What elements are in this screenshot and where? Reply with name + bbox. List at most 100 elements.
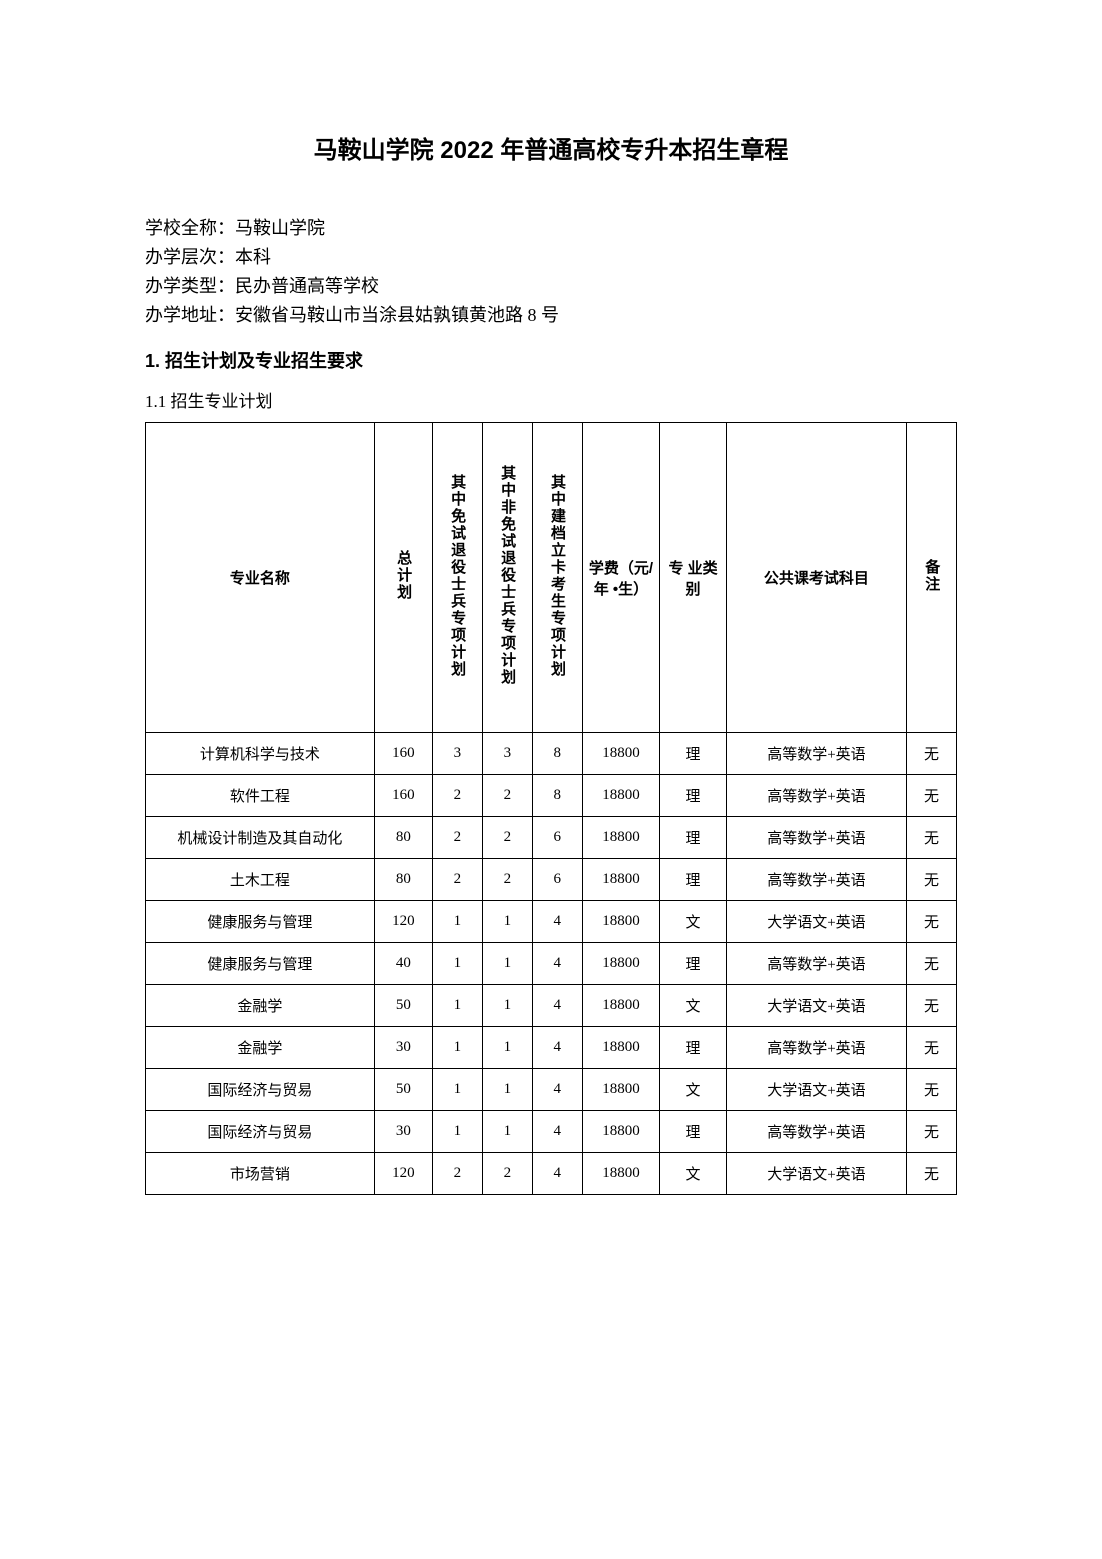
table-cell: 金融学: [146, 985, 375, 1027]
table-row: 健康服务与管理4011418800理高等数学+英语无: [146, 943, 957, 985]
type-value: 民办普通高等学校: [235, 276, 379, 296]
table-cell: 无: [907, 859, 957, 901]
table-cell: 高等数学+英语: [726, 775, 906, 817]
table-cell: 高等数学+英语: [726, 943, 906, 985]
table-cell: 3: [482, 733, 532, 775]
col-header-total-text: 总计划: [394, 550, 414, 601]
table-cell: 4: [532, 985, 582, 1027]
table-cell: 2: [432, 817, 482, 859]
table-cell: 30: [374, 1111, 432, 1153]
admissions-table: 专业名称 总计划 其中免试退役士兵专项计划 其中非免试退役士兵专项计划 其中建档…: [145, 422, 957, 1195]
table-cell: 理: [660, 943, 727, 985]
section-1-heading: 1. 招生计划及专业招生要求: [145, 347, 957, 373]
table-cell: 2: [482, 859, 532, 901]
table-row: 国际经济与贸易3011418800理高等数学+英语无: [146, 1111, 957, 1153]
table-row: 金融学5011418800文大学语文+英语无: [146, 985, 957, 1027]
table-cell: 无: [907, 943, 957, 985]
col-header-category: 专 业类别: [660, 423, 727, 733]
table-cell: 50: [374, 1069, 432, 1111]
table-row: 计算机科学与技术16033818800理高等数学+英语无: [146, 733, 957, 775]
table-row: 国际经济与贸易5011418800文大学语文+英语无: [146, 1069, 957, 1111]
table-cell: 高等数学+英语: [726, 859, 906, 901]
table-cell: 大学语文+英语: [726, 1153, 906, 1195]
table-cell: 4: [532, 943, 582, 985]
page-title: 马鞍山学院 2022 年普通高校专升本招生章程: [145, 130, 957, 165]
table-cell: 120: [374, 901, 432, 943]
table-cell: 无: [907, 775, 957, 817]
table-cell: 8: [532, 733, 582, 775]
col-header-nonexempt-veteran: 其中非免试退役士兵专项计划: [482, 423, 532, 733]
level-label: 办学层次：: [145, 247, 235, 267]
col-header-exempt-veteran-text: 其中免试退役士兵专项计划: [448, 474, 468, 678]
table-cell: 2: [482, 775, 532, 817]
table-cell: 4: [532, 1153, 582, 1195]
table-cell: 理: [660, 1111, 727, 1153]
table-cell: 6: [532, 859, 582, 901]
table-cell: 18800: [582, 943, 660, 985]
table-cell: 1: [482, 1069, 532, 1111]
table-cell: 18800: [582, 859, 660, 901]
table-cell: 18800: [582, 1069, 660, 1111]
table-cell: 大学语文+英语: [726, 901, 906, 943]
table-cell: 1: [432, 943, 482, 985]
table-cell: 文: [660, 1069, 727, 1111]
table-row: 金融学3011418800理高等数学+英语无: [146, 1027, 957, 1069]
table-cell: 国际经济与贸易: [146, 1069, 375, 1111]
table-cell: 无: [907, 1027, 957, 1069]
table-cell: 文: [660, 985, 727, 1027]
table-cell: 160: [374, 775, 432, 817]
table-cell: 国际经济与贸易: [146, 1111, 375, 1153]
table-cell: 计算机科学与技术: [146, 733, 375, 775]
table-cell: 1: [482, 943, 532, 985]
table-cell: 无: [907, 985, 957, 1027]
table-cell: 无: [907, 901, 957, 943]
table-cell: 80: [374, 859, 432, 901]
table-cell: 1: [482, 901, 532, 943]
table-cell: 4: [532, 901, 582, 943]
table-cell: 理: [660, 859, 727, 901]
table-cell: 18800: [582, 1153, 660, 1195]
table-cell: 18800: [582, 733, 660, 775]
table-cell: 高等数学+英语: [726, 1111, 906, 1153]
table-cell: 机械设计制造及其自动化: [146, 817, 375, 859]
table-cell: 大学语文+英语: [726, 985, 906, 1027]
table-row: 健康服务与管理12011418800文大学语文+英语无: [146, 901, 957, 943]
table-cell: 1: [482, 1111, 532, 1153]
table-body: 计算机科学与技术16033818800理高等数学+英语无软件工程16022818…: [146, 733, 957, 1195]
table-cell: 文: [660, 1153, 727, 1195]
table-header-row: 专业名称 总计划 其中免试退役士兵专项计划 其中非免试退役士兵专项计划 其中建档…: [146, 423, 957, 733]
table-cell: 4: [532, 1027, 582, 1069]
address-label: 办学地址：: [145, 305, 235, 325]
table-cell: 无: [907, 1111, 957, 1153]
school-name-label: 学校全称：: [145, 218, 235, 238]
table-cell: 3: [432, 733, 482, 775]
col-header-note-text: 备注: [922, 559, 942, 593]
table-cell: 无: [907, 733, 957, 775]
col-header-major: 专业名称: [146, 423, 375, 733]
table-cell: 大学语文+英语: [726, 1069, 906, 1111]
table-cell: 健康服务与管理: [146, 943, 375, 985]
table-cell: 2: [432, 859, 482, 901]
table-cell: 1: [482, 985, 532, 1027]
col-header-fee: 学费（元/年 •生）: [582, 423, 660, 733]
col-header-total: 总计划: [374, 423, 432, 733]
table-cell: 50: [374, 985, 432, 1027]
table-cell: 80: [374, 817, 432, 859]
table-cell: 4: [532, 1069, 582, 1111]
table-row: 市场营销12022418800文大学语文+英语无: [146, 1153, 957, 1195]
table-cell: 1: [482, 1027, 532, 1069]
table-cell: 2: [432, 775, 482, 817]
table-cell: 1: [432, 1027, 482, 1069]
table-cell: 1: [432, 901, 482, 943]
col-header-note: 备注: [907, 423, 957, 733]
table-cell: 理: [660, 1027, 727, 1069]
level-line: 办学层次：本科: [145, 244, 957, 271]
table-cell: 40: [374, 943, 432, 985]
table-cell: 6: [532, 817, 582, 859]
table-cell: 18800: [582, 985, 660, 1027]
table-cell: 18800: [582, 1111, 660, 1153]
table-cell: 高等数学+英语: [726, 733, 906, 775]
table-cell: 4: [532, 1111, 582, 1153]
table-row: 机械设计制造及其自动化8022618800理高等数学+英语无: [146, 817, 957, 859]
table-cell: 文: [660, 901, 727, 943]
